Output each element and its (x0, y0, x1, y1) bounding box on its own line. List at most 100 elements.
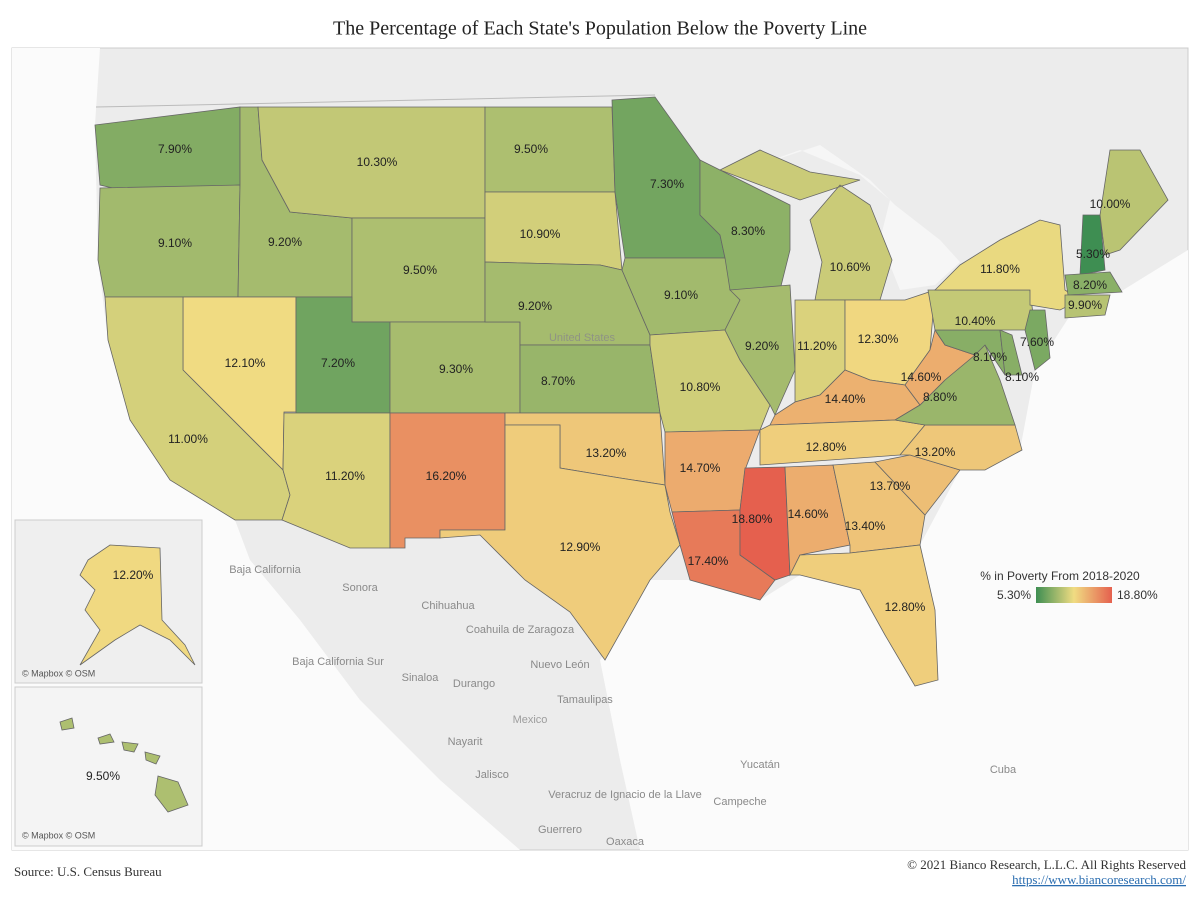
state-value-label: 10.30% (357, 155, 398, 169)
state-value-label: 14.60% (788, 507, 829, 521)
state-value-label: 7.90% (158, 142, 192, 156)
legend-bar (1036, 587, 1112, 603)
state-value-label: 11.80% (980, 262, 1020, 276)
state-value-label: 10.90% (520, 227, 561, 241)
border (95, 94, 656, 108)
state-value-label: 9.20% (268, 235, 302, 249)
state-value-label: 12.90% (560, 540, 601, 554)
attribution: © Mapbox © OSM (22, 668, 95, 678)
state-value-label: 9.90% (1068, 298, 1102, 312)
legend-title: % in Poverty From 2018-2020 (980, 569, 1140, 583)
place-label: Campeche (713, 796, 766, 808)
state-value-label: 9.30% (439, 362, 473, 376)
state-value-label: 13.20% (915, 445, 956, 459)
state-value-label: 12.20% (113, 568, 154, 582)
state-value-label: 13.20% (586, 446, 627, 460)
state-value-label: 8.10% (973, 350, 1007, 364)
state-value-label: 9.50% (514, 142, 548, 156)
state (789, 544, 939, 687)
place-label: United States (549, 332, 616, 344)
state (1099, 149, 1169, 256)
atlantic-gulf (600, 250, 1188, 850)
state (1079, 214, 1106, 276)
place-label: Nayarit (448, 736, 483, 748)
url[interactable]: https://www.biancoresearch.com/ (1012, 872, 1186, 887)
state (484, 106, 616, 193)
state-value-label: 18.80% (732, 512, 773, 526)
state-value-label: 8.20% (1073, 278, 1107, 292)
state-value-label: 7.30% (650, 177, 684, 191)
hawaii-inset (14, 686, 203, 847)
state-value-label: 11.20% (797, 339, 837, 353)
place-label: Nuevo León (530, 659, 589, 671)
place-label: Baja California (229, 564, 301, 576)
title: The Percentage of Each State's Populatio… (333, 18, 867, 40)
state-value-label: 9.50% (403, 263, 437, 277)
state-value-label: 11.00% (168, 432, 208, 446)
state-value-label: 10.00% (1090, 197, 1131, 211)
place-label: Yucatán (740, 759, 780, 771)
state-value-label: 8.70% (541, 374, 575, 388)
state (934, 219, 1081, 311)
state-value-label: 9.20% (745, 339, 779, 353)
state-value-label: 5.30% (1076, 247, 1110, 261)
legend-max: 18.80% (1117, 588, 1158, 602)
state-value-label: 9.20% (518, 299, 552, 313)
state-value-label: 10.40% (955, 314, 996, 328)
source: Source: U.S. Census Bureau (14, 864, 162, 879)
place-label: Sinaloa (402, 672, 440, 684)
attribution: © Mapbox © OSM (22, 830, 95, 840)
state-value-label: 12.10% (225, 356, 266, 370)
state (1024, 309, 1051, 371)
state-value-label: 12.80% (806, 440, 847, 454)
state-value-label: 14.40% (825, 392, 866, 406)
state-value-label: 7.20% (321, 356, 355, 370)
place-label: Jalisco (475, 769, 509, 781)
state (59, 717, 189, 813)
state-value-label: 11.20% (325, 469, 365, 483)
state-value-label: 9.50% (86, 769, 120, 783)
state-value-label: 9.10% (158, 236, 192, 250)
legend-min: 5.30% (997, 588, 1031, 602)
state-value-label: 10.60% (830, 260, 871, 274)
place-label: Oaxaca (606, 836, 645, 848)
state (719, 149, 893, 301)
state-value-label: 10.80% (680, 380, 721, 394)
great-lakes (730, 145, 960, 290)
place-label: Chihuahua (421, 600, 475, 612)
place-label: Coahuila de Zaragoza (466, 624, 575, 636)
state-value-label: 13.40% (845, 519, 886, 533)
state-value-label: 9.10% (664, 288, 698, 302)
state (439, 424, 681, 661)
place-label: Durango (453, 678, 495, 690)
state-value-label: 16.20% (426, 469, 467, 483)
state-value-label: 8.10% (1005, 370, 1039, 384)
place-label: Tamaulipas (557, 694, 613, 706)
place-label: Sonora (342, 582, 378, 594)
copyright: © 2021 Bianco Research, L.L.C. All Right… (907, 857, 1186, 872)
state (1064, 271, 1123, 296)
state (79, 544, 196, 666)
states (94, 96, 1169, 687)
place-label: Veracruz de Ignacio de la Llave (548, 789, 702, 801)
place-label: Baja California Sur (292, 656, 384, 668)
state-value-label: 12.30% (858, 332, 899, 346)
state-value-label: 14.70% (680, 461, 721, 475)
state-value-label: 8.80% (923, 390, 957, 404)
state (1064, 294, 1111, 319)
state-value-label: 8.30% (731, 224, 765, 238)
state-value-label: 7.60% (1020, 335, 1054, 349)
state-value-label: 14.60% (901, 370, 942, 384)
state (999, 329, 1023, 376)
place-label: Mexico (513, 714, 548, 726)
state-value-label: 13.70% (870, 479, 911, 493)
place-label: Guerrero (538, 824, 582, 836)
inset-states: 12.20% 9.50% (59, 544, 196, 813)
state-value-label: 12.80% (885, 600, 926, 614)
labels: 7.90% 9.10% 9.20% 10.30% 9.50% 12.10% 11.00% 7.… (158, 142, 1131, 614)
place-label: Cuba (990, 764, 1017, 776)
state-value-label: 17.40% (688, 554, 729, 568)
state (784, 464, 851, 577)
state (724, 284, 796, 416)
